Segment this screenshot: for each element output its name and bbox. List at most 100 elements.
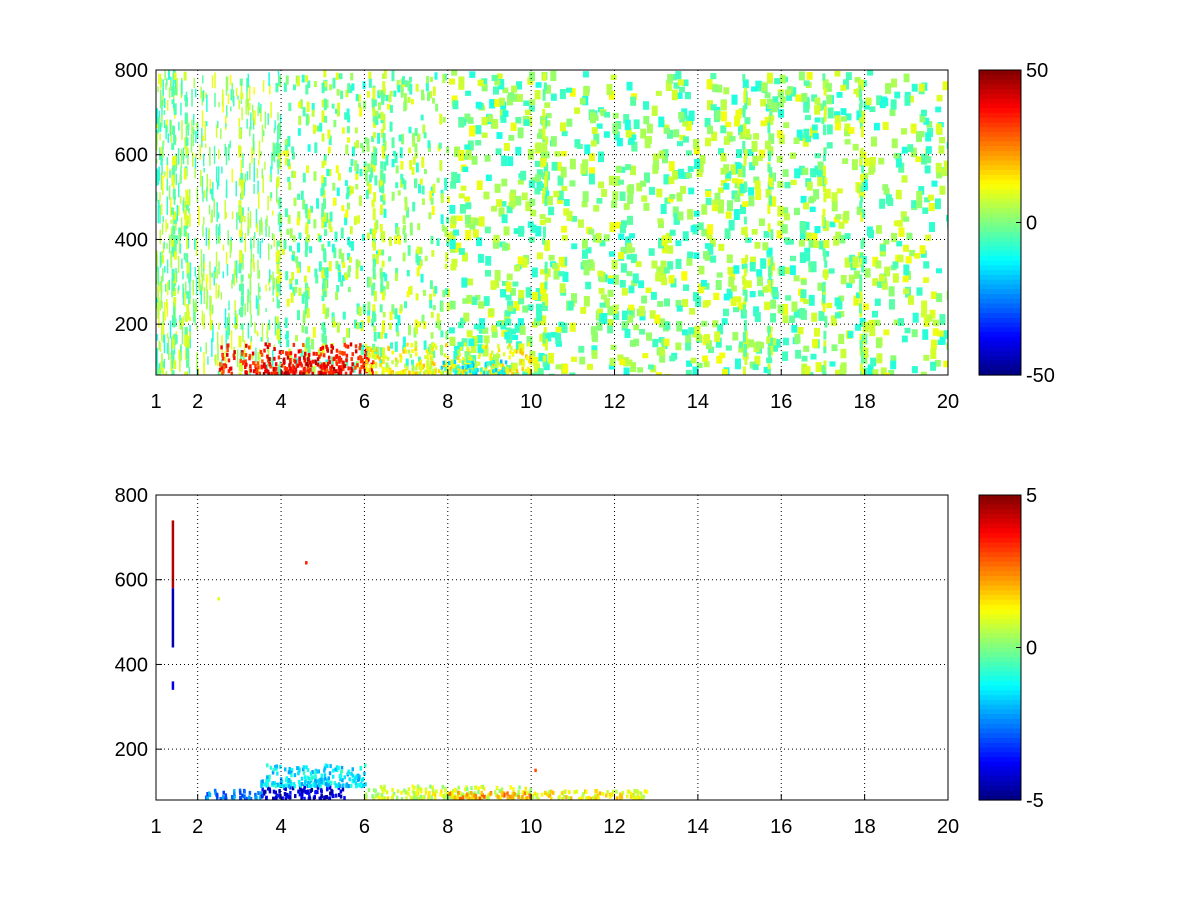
heatmap-cell (651, 105, 658, 116)
heatmap-cell (364, 352, 367, 357)
heatmap-cell (638, 280, 645, 289)
heatmap-cell (341, 205, 345, 212)
heatmap-cell (440, 301, 444, 312)
heatmap-cell (194, 302, 196, 312)
heatmap-cell (342, 262, 346, 269)
heatmap-cell (811, 124, 818, 131)
heatmap-cell (351, 83, 355, 91)
heatmap-cell (559, 283, 566, 293)
heatmap-cell (385, 154, 389, 166)
colorbar-swatch (979, 198, 1021, 205)
heatmap-cell (382, 272, 386, 278)
heatmap-cell (513, 228, 520, 234)
heatmap-cell (627, 315, 634, 323)
heatmap-cell (734, 358, 741, 370)
heatmap-cell (315, 769, 319, 774)
heatmap-cell (278, 149, 282, 158)
heatmap-cell (195, 153, 197, 161)
colorbar-swatch (979, 657, 1021, 663)
heatmap-cell (326, 361, 330, 366)
heatmap-cell (534, 768, 537, 773)
heatmap-cell (209, 179, 211, 194)
heatmap-cell (675, 299, 682, 308)
heatmap-cell (337, 792, 341, 797)
heatmap-cell (565, 795, 568, 800)
heatmap-cell (450, 263, 457, 271)
heatmap-cell (196, 365, 198, 375)
heatmap-cell (510, 328, 517, 335)
heatmap-cell (626, 271, 633, 277)
heatmap-cell (260, 108, 262, 122)
heatmap-cell (201, 310, 204, 326)
colorbar-swatch (979, 556, 1021, 563)
heatmap-cell (291, 369, 295, 374)
heatmap-cell (582, 71, 589, 78)
heatmap-cell (276, 275, 280, 286)
heatmap-cell (445, 796, 449, 800)
y-tick-label: 400 (115, 654, 148, 676)
heatmap-cell (304, 250, 308, 257)
heatmap-cell (506, 345, 510, 350)
heatmap-cell (368, 174, 372, 183)
heatmap-cell (427, 794, 430, 799)
heatmap-cell (157, 116, 160, 134)
heatmap-cell (505, 294, 512, 301)
heatmap-cell (323, 177, 327, 187)
heatmap-cell (309, 777, 313, 782)
heatmap-cell (383, 787, 387, 792)
heatmap-cell (383, 161, 387, 171)
heatmap-cell (316, 790, 319, 795)
heatmap-cell (824, 269, 828, 281)
heatmap-cell (630, 165, 637, 176)
heatmap-cell (502, 352, 506, 357)
colorbar-swatch (979, 766, 1021, 773)
heatmap-cell (752, 364, 759, 371)
heatmap-cell (483, 335, 490, 344)
colorbar-swatch (979, 699, 1021, 706)
heatmap-cell (752, 155, 759, 166)
heatmap-cell (257, 282, 260, 299)
heatmap-cell (709, 238, 716, 247)
heatmap-cell (380, 332, 384, 339)
heatmap-cell (529, 198, 536, 206)
heatmap-cell (476, 237, 483, 247)
heatmap-cell (433, 362, 436, 367)
heatmap-cell (461, 338, 468, 347)
heatmap-cell (801, 355, 808, 362)
heatmap-cell (237, 95, 239, 100)
heatmap-cell (834, 115, 841, 124)
heatmap-cell (380, 90, 384, 98)
heatmap-cell (843, 127, 850, 137)
heatmap-cell (663, 267, 670, 274)
heatmap-cell (512, 93, 519, 102)
heatmap-cell (426, 75, 430, 84)
heatmap-cell (391, 304, 395, 315)
heatmap-cell (544, 197, 548, 207)
heatmap-cell (158, 366, 161, 374)
heatmap-cell (359, 107, 363, 117)
heatmap-cell (879, 244, 886, 252)
heatmap-cell (406, 366, 409, 371)
heatmap-cell (799, 230, 806, 240)
heatmap-cell (431, 785, 435, 790)
heatmap-cell (318, 261, 322, 272)
heatmap-cell (795, 94, 802, 102)
heatmap-cell (526, 790, 529, 795)
heatmap-cell (756, 269, 763, 277)
heatmap-cell (367, 301, 371, 312)
heatmap-cell (794, 333, 801, 343)
heatmap-cell (358, 195, 362, 206)
heatmap-cell (198, 205, 200, 226)
colorbar-swatch (979, 189, 1021, 195)
heatmap-cell (344, 371, 348, 375)
heatmap-cell (355, 259, 359, 270)
heatmap-cell (529, 794, 532, 799)
heatmap-cell (173, 216, 177, 224)
heatmap-cell (373, 99, 377, 107)
heatmap-cell (332, 197, 336, 206)
heatmap-cell (355, 183, 359, 190)
heatmap-cell (374, 347, 378, 352)
heatmap-cell (461, 154, 468, 160)
heatmap-cell (440, 344, 444, 356)
heatmap-cell (642, 794, 646, 799)
